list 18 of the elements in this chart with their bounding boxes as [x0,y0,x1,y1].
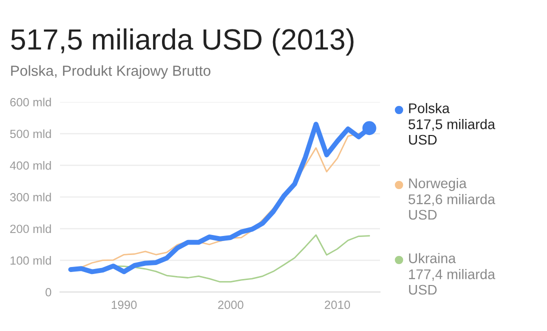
x-tick-label: 2010 [324,300,350,310]
y-tick-label: 300 mld [10,192,51,202]
y-tick-label: 0 [46,288,52,296]
chart-subtitle: Polska, Produkt Krajowy Brutto [11,65,210,79]
y-tick-label: 500 mld [10,129,51,138]
text: 177,4 miliarda USD [409,269,496,295]
y-tick-label: 600 mld [10,98,51,106]
x-tick-label: 2000 [218,300,244,310]
text: 517,5 miliarda USD [408,119,496,145]
y-tick-label: 200 mld [10,224,51,234]
chart-title: 517,5 miliarda USD (2013) [11,28,354,56]
text: 512,6 miliarda USD [408,194,496,220]
y-tick-label: 100 mld [10,256,51,265]
x-tick-label: 1990 [112,300,137,310]
legend-label: Polska [409,103,450,114]
legend-label: Ukraina [409,253,456,264]
legend-label: Norwegia [409,178,467,191]
y-tick-label: 400 mld [10,161,51,170]
